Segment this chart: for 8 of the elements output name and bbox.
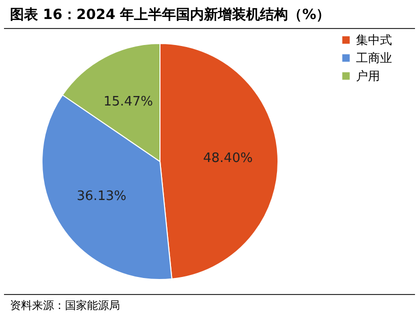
legend-label: 集中式	[356, 33, 392, 47]
data-label: 48.40%	[203, 151, 253, 166]
text: 资料来源：国家能源局	[4, 294, 415, 316]
legend-label: 户用	[356, 69, 380, 83]
data-label: 15.47%	[103, 94, 154, 110]
chart-title: 图表 16：2024 年上半年国内新增装机结构（%）	[4, 0, 415, 29]
data-label: 36.13%	[76, 189, 126, 204]
legend-label: 工商业	[356, 51, 392, 65]
